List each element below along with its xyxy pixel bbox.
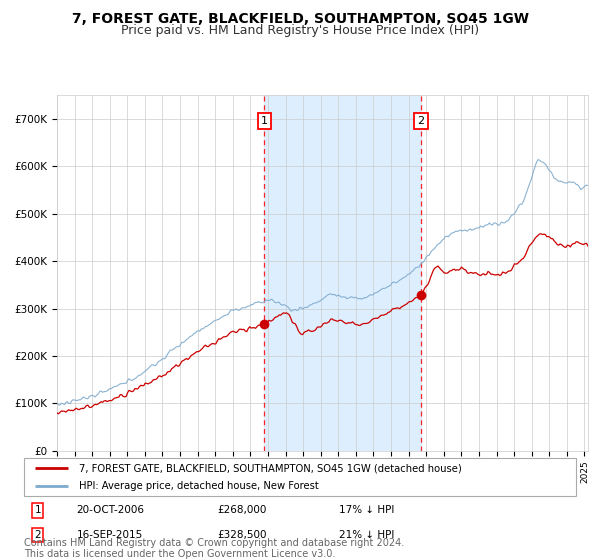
Bar xyxy=(265,95,421,451)
FancyBboxPatch shape xyxy=(24,458,576,496)
Text: 17% ↓ HPI: 17% ↓ HPI xyxy=(338,505,394,515)
Text: £328,500: £328,500 xyxy=(217,530,266,540)
Text: HPI: Average price, detached house, New Forest: HPI: Average price, detached house, New … xyxy=(79,481,319,491)
Text: 1: 1 xyxy=(34,505,41,515)
Text: 7, FOREST GATE, BLACKFIELD, SOUTHAMPTON, SO45 1GW: 7, FOREST GATE, BLACKFIELD, SOUTHAMPTON,… xyxy=(71,12,529,26)
Text: 2: 2 xyxy=(418,116,425,126)
Text: £268,000: £268,000 xyxy=(217,505,266,515)
Text: 7, FOREST GATE, BLACKFIELD, SOUTHAMPTON, SO45 1GW (detached house): 7, FOREST GATE, BLACKFIELD, SOUTHAMPTON,… xyxy=(79,463,462,473)
Text: 2: 2 xyxy=(34,530,41,540)
Text: 20-OCT-2006: 20-OCT-2006 xyxy=(76,505,145,515)
Text: 16-SEP-2015: 16-SEP-2015 xyxy=(76,530,143,540)
Text: Contains HM Land Registry data © Crown copyright and database right 2024.
This d: Contains HM Land Registry data © Crown c… xyxy=(24,538,404,559)
Text: 1: 1 xyxy=(261,116,268,126)
Text: Price paid vs. HM Land Registry's House Price Index (HPI): Price paid vs. HM Land Registry's House … xyxy=(121,24,479,37)
Text: 21% ↓ HPI: 21% ↓ HPI xyxy=(338,530,394,540)
